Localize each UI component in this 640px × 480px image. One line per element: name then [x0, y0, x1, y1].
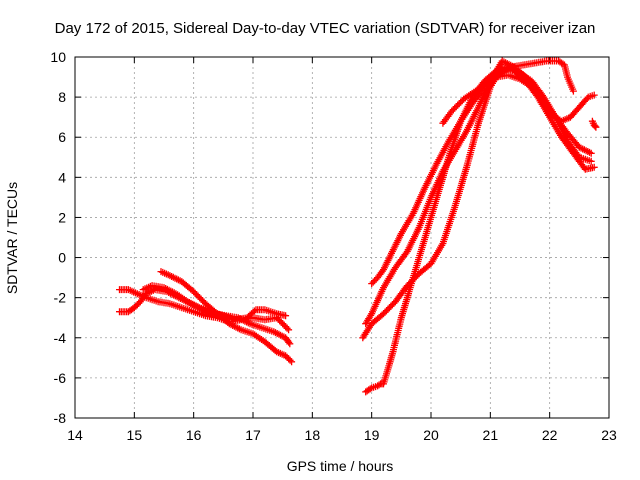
y-tick-label: -6 — [54, 370, 67, 386]
plot-frame — [74, 56, 610, 419]
series-track-4 — [139, 282, 290, 324]
data-point — [411, 274, 419, 282]
data-point — [276, 317, 284, 325]
data-point — [592, 123, 600, 131]
y-tick-label: 6 — [58, 129, 66, 145]
y-tick-label: -8 — [54, 410, 67, 426]
data-point — [587, 157, 595, 165]
data-point — [380, 310, 387, 318]
data-point — [452, 103, 460, 111]
x-tick-label: 16 — [186, 427, 202, 443]
series-track-2 — [116, 286, 293, 334]
data-point — [591, 122, 599, 130]
x-tick-label: 18 — [305, 427, 321, 443]
data-point — [251, 307, 258, 315]
data-point — [191, 289, 199, 297]
data-point — [283, 353, 291, 361]
data-point — [451, 104, 459, 112]
chart-title: Day 172 of 2015, Sidereal Day-to-day VTE… — [55, 20, 596, 37]
data-point — [388, 301, 396, 309]
x-tick-label: 15 — [127, 427, 143, 443]
data-point — [409, 276, 417, 284]
series-track-8 — [368, 71, 595, 288]
x-axis-label: GPS time / hours — [287, 458, 394, 474]
data-point — [277, 318, 285, 326]
y-tick-label: 0 — [58, 250, 66, 266]
data-point — [454, 101, 462, 109]
data-point — [282, 352, 290, 360]
data-point — [590, 91, 598, 99]
y-tick-label: 2 — [58, 209, 66, 225]
data-point — [288, 358, 296, 366]
y-tick-label: 8 — [58, 89, 66, 105]
data-point — [286, 340, 294, 348]
data-point — [406, 279, 414, 287]
data-point — [387, 302, 395, 310]
data-point — [383, 307, 390, 315]
data-point — [381, 308, 389, 316]
data-point — [196, 294, 204, 302]
data-point — [282, 323, 290, 331]
data-point — [587, 149, 595, 157]
data-point — [285, 326, 293, 334]
y-axis-label: SDTVAR / TECUs — [4, 182, 20, 294]
data-point — [130, 304, 138, 312]
data-point — [408, 277, 416, 285]
series-track-9 — [439, 57, 577, 127]
data-point — [590, 163, 598, 171]
data-point — [286, 356, 294, 364]
x-tick-label: 23 — [601, 427, 617, 443]
y-tick-label: 4 — [58, 169, 66, 185]
data-point — [371, 277, 379, 285]
x-tick-label: 17 — [245, 427, 261, 443]
data-point — [194, 292, 202, 300]
axis-ticks: 14 15 16 17 18 19 20 21 22 23 -8 -6 -4 -2 0 2 4 6 8 10 — [50, 49, 617, 443]
data-point — [285, 338, 293, 346]
x-tick-label: 19 — [364, 427, 380, 443]
data-point — [569, 87, 577, 95]
series-track-10 — [588, 117, 600, 131]
x-tick-label: 20 — [423, 427, 439, 443]
data-series — [116, 57, 600, 396]
grid-lines — [75, 57, 609, 418]
y-tick-label: -4 — [54, 330, 67, 346]
y-tick-label: -2 — [54, 290, 67, 306]
data-point — [132, 302, 140, 310]
data-point — [455, 100, 463, 108]
data-point — [133, 301, 141, 309]
data-point — [285, 355, 293, 363]
x-tick-label: 14 — [67, 427, 83, 443]
y-tick-label: 10 — [50, 49, 66, 65]
data-point — [193, 291, 201, 299]
data-point — [282, 312, 290, 320]
x-tick-label: 21 — [483, 427, 499, 443]
data-point — [283, 324, 291, 332]
x-tick-label: 22 — [542, 427, 558, 443]
